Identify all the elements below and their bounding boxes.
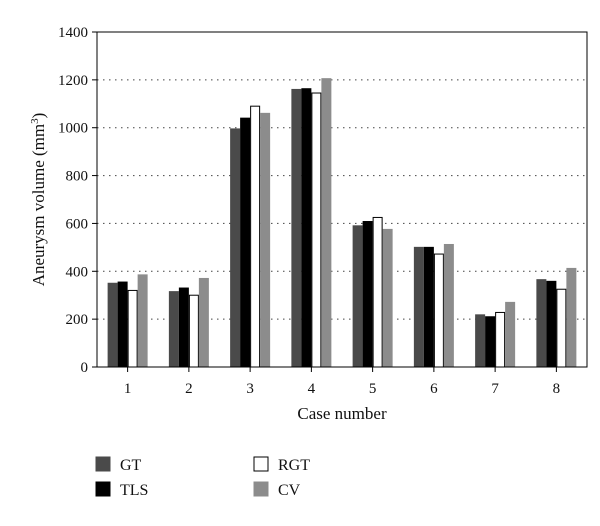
legend-swatch-gt bbox=[95, 456, 111, 472]
bar-rgt-case-8 bbox=[556, 288, 567, 368]
x-axis: 1 2 3 4 5 6 7 8 bbox=[124, 367, 560, 397]
legend: GT RGT TLS CV bbox=[95, 456, 310, 499]
y-tick-label: 400 bbox=[66, 264, 89, 280]
grid-lines bbox=[97, 79, 587, 320]
bar-tls-case-8 bbox=[546, 280, 557, 368]
legend-swatch-rgt bbox=[253, 456, 269, 472]
bar-rgt-case-7 bbox=[495, 311, 506, 368]
bar-tls-case-7 bbox=[485, 316, 496, 368]
bar-cv-case-2 bbox=[198, 277, 209, 368]
y-tick-label: 1400 bbox=[58, 25, 88, 41]
bar-gt-case-4 bbox=[291, 88, 302, 368]
y-tick-label: 1000 bbox=[58, 121, 88, 137]
x-axis-title: Case number bbox=[297, 404, 387, 423]
bar-tls-case-3 bbox=[240, 117, 251, 368]
x-tick-label: 2 bbox=[185, 381, 193, 397]
legend-label-rgt: RGT bbox=[278, 457, 310, 474]
y-axis-title-suffix: ) bbox=[29, 113, 48, 119]
x-tick-label: 5 bbox=[369, 381, 377, 397]
bar-gt-case-6 bbox=[413, 246, 424, 368]
legend-label-tls: TLS bbox=[120, 482, 148, 499]
bar-gt-case-7 bbox=[475, 314, 486, 368]
y-tick-label: 800 bbox=[66, 169, 89, 185]
bar-cv-case-4 bbox=[321, 78, 332, 368]
bar-tls-case-5 bbox=[362, 221, 373, 368]
bars bbox=[107, 78, 577, 368]
bar-tls-case-2 bbox=[178, 287, 189, 368]
bar-rgt-case-4 bbox=[311, 92, 322, 368]
legend-swatch-tls bbox=[95, 481, 111, 497]
bar-gt-case-3 bbox=[230, 128, 241, 368]
y-tick-label: 600 bbox=[66, 216, 89, 232]
bar-gt-case-8 bbox=[536, 279, 547, 368]
plot-frame bbox=[96, 31, 588, 368]
bar-gt-case-5 bbox=[352, 225, 363, 368]
x-tick-label: 4 bbox=[308, 381, 316, 397]
y-tick-label: 0 bbox=[81, 360, 89, 376]
x-tick-label: 1 bbox=[124, 381, 132, 397]
y-tick-label: 200 bbox=[66, 312, 89, 328]
bar-cv-case-7 bbox=[505, 301, 516, 368]
bar-cv-case-6 bbox=[443, 243, 454, 368]
bar-gt-case-1 bbox=[107, 282, 118, 368]
bar-cv-case-3 bbox=[260, 112, 271, 368]
bar-tls-case-1 bbox=[117, 281, 128, 368]
y-tick-label: 1200 bbox=[58, 73, 88, 89]
y-axis-title: Aneurysm volume (mm3) bbox=[29, 113, 48, 287]
bar-rgt-case-1 bbox=[127, 289, 138, 368]
bar-cv-case-1 bbox=[137, 274, 148, 368]
y-axis-title-main: Aneurysm volume (mm bbox=[29, 124, 48, 286]
x-tick-label: 7 bbox=[491, 381, 499, 397]
bar-rgt-case-3 bbox=[250, 105, 261, 368]
bar-cv-case-8 bbox=[566, 267, 577, 368]
bar-tls-case-4 bbox=[301, 88, 312, 368]
legend-label-cv: CV bbox=[278, 482, 301, 499]
x-tick-label: 8 bbox=[553, 381, 561, 397]
bar-cv-case-5 bbox=[382, 228, 393, 368]
bar-tls-case-6 bbox=[423, 246, 434, 368]
bar-gt-case-2 bbox=[168, 291, 179, 368]
legend-swatch-cv bbox=[253, 481, 269, 497]
bar-rgt-case-2 bbox=[188, 294, 199, 368]
x-tick-label: 6 bbox=[430, 381, 438, 397]
x-tick-label: 3 bbox=[246, 381, 254, 397]
bar-rgt-case-6 bbox=[433, 253, 444, 368]
y-axis: 0 200 400 600 800 1000 1200 1400 bbox=[58, 25, 97, 376]
legend-label-gt: GT bbox=[120, 457, 142, 474]
y-axis-title-superscript: 3 bbox=[29, 118, 41, 124]
bar-rgt-case-5 bbox=[372, 216, 383, 368]
